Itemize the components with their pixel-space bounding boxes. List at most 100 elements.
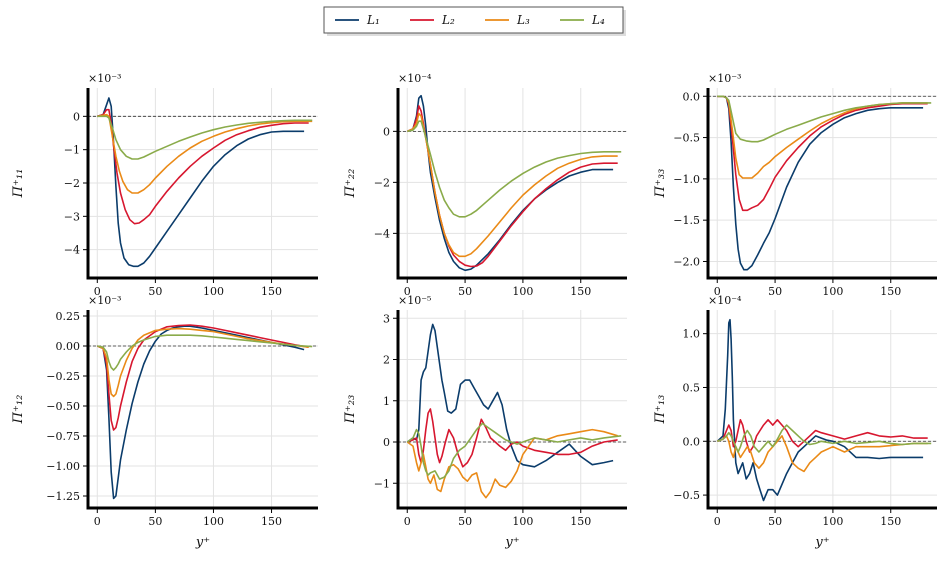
series-line-2	[96, 324, 309, 431]
x-tick-label: 50	[768, 285, 782, 298]
y-tick-label: 0.5	[683, 381, 701, 394]
y-tick-label: 0	[383, 436, 390, 449]
y-tick-label: 0	[383, 125, 390, 138]
scale-factor-label: ×10⁻³	[708, 72, 741, 85]
x-tick-label: 150	[261, 515, 282, 528]
series-line-2	[717, 419, 928, 453]
series-line-4	[406, 422, 622, 480]
y-tick-label: 0.0	[683, 90, 701, 103]
scale-factor-label: ×10⁻⁴	[708, 294, 742, 307]
y-tick-label: −0.5	[673, 132, 700, 145]
y-tick-label: −2	[374, 176, 390, 189]
series-line-1	[716, 318, 924, 502]
legend-label-4: L₄	[591, 13, 605, 27]
panel-6: 0 50 100 150 1.0 0.5 0.0 −0.5 ×10⁻⁴ Π⁺₁₃ y⁺	[653, 294, 937, 550]
series-line-1	[717, 95, 924, 271]
y-tick-label: 2	[383, 354, 390, 367]
y-axis-label: Π⁺₁₂	[11, 395, 26, 425]
panel-5: 0 50 100 150 3 2 1 0 −1 ×10⁻⁵ Π⁺₂₃ y⁺	[343, 294, 627, 550]
series-line-1	[406, 94, 614, 272]
panel-1: 0 50 100 150 0 −1 −2 −3 −4 ×10⁻³ Π⁺₁₁	[11, 72, 318, 298]
legend-label-3: L₃	[516, 13, 530, 27]
series-line-3	[406, 112, 618, 258]
panel-2: 0 50 100 150 0 −2 −4 ×10⁻⁴ Π⁺₂₂	[343, 72, 627, 298]
y-tick-label: 0.0	[683, 435, 701, 448]
x-tick-label: 150	[570, 515, 591, 528]
panel-3: 0 50 100 150 0.0 −0.5 −1.0 −1.5 −2.0 ×10⁻³ Π⁺₃₃	[653, 72, 937, 298]
y-tick-label: 1	[383, 395, 390, 408]
y-tick-label: −3	[64, 210, 80, 223]
series-line-1	[406, 323, 614, 468]
x-tick-label: 50	[148, 285, 162, 298]
x-tick-label: 100	[822, 285, 843, 298]
x-axis-label: y⁺	[504, 535, 519, 550]
series-line-2	[97, 108, 309, 225]
legend-label-2: L₂	[441, 13, 455, 27]
y-tick-label: 0.00	[56, 340, 81, 353]
series-line-3	[96, 327, 309, 398]
x-tick-label: 0	[404, 285, 411, 298]
x-tick-label: 50	[148, 515, 162, 528]
series-line-3	[97, 113, 313, 194]
x-tick-label: 0	[94, 285, 101, 298]
scale-factor-label: ×10⁻⁵	[398, 294, 431, 307]
series-line-4	[717, 95, 932, 143]
x-tick-label: 0	[714, 285, 721, 298]
y-tick-label: −0.50	[46, 400, 80, 413]
y-tick-label: −2.0	[673, 255, 700, 268]
y-axis-label: Π⁺₃₃	[653, 169, 668, 199]
series-line-4	[97, 115, 313, 160]
series-line-3	[717, 435, 928, 473]
y-tick-label: −1.00	[46, 460, 80, 473]
series-line-2	[717, 95, 928, 212]
y-tick-label: −2	[64, 177, 80, 190]
y-tick-label: −1.5	[673, 214, 700, 227]
y-tick-label: −0.75	[46, 430, 80, 443]
x-tick-label: 50	[768, 515, 782, 528]
y-tick-label: −1	[64, 144, 80, 157]
y-tick-label: −4	[64, 244, 80, 257]
series-line-2	[407, 408, 618, 468]
y-tick-label: −1.0	[673, 173, 700, 186]
x-tick-label: 100	[822, 515, 843, 528]
x-tick-label: 100	[203, 515, 224, 528]
x-tick-label: 0	[404, 515, 411, 528]
x-tick-label: 0	[714, 515, 721, 528]
y-axis-label: Π⁺₁₁	[11, 169, 26, 199]
y-tick-label: 0.25	[56, 310, 81, 323]
y-axis-label: Π⁺₂₃	[343, 395, 358, 425]
y-axis-label: Π⁺₂₂	[343, 169, 358, 199]
series-line-1	[96, 325, 305, 500]
scale-factor-label: ×10⁻⁴	[398, 72, 432, 85]
x-tick-label: 150	[880, 515, 901, 528]
panel-4: 0 50 100 150 0.25 0.00 −0.25 −0.50 −0.75 −1.00 −1.…	[11, 294, 318, 550]
x-tick-label: 100	[203, 285, 224, 298]
y-tick-label: −4	[374, 227, 390, 240]
series-line-4	[407, 120, 622, 218]
x-tick-label: 100	[512, 515, 533, 528]
x-tick-label: 100	[512, 285, 533, 298]
legend-label-1: L₁	[366, 13, 380, 27]
y-tick-label: 3	[383, 312, 390, 325]
y-tick-label: −0.5	[673, 489, 700, 502]
y-tick-label: −0.25	[46, 370, 80, 383]
y-axis-label: Π⁺₁₃	[653, 395, 668, 425]
scale-factor-label: ×10⁻³	[88, 294, 121, 307]
x-axis-label: y⁺	[195, 535, 210, 550]
y-tick-label: 1.0	[683, 328, 701, 341]
x-tick-label: 50	[458, 285, 472, 298]
series-line-4	[97, 334, 313, 371]
x-tick-label: 150	[261, 285, 282, 298]
series-line-4	[717, 424, 932, 453]
y-tick-label: 0	[73, 110, 80, 123]
x-tick-label: 150	[570, 285, 591, 298]
x-tick-label: 50	[458, 515, 472, 528]
legend: L₁ L₂ L₃ L₄	[323, 6, 626, 36]
x-tick-label: 150	[880, 285, 901, 298]
scale-factor-label: ×10⁻³	[88, 72, 121, 85]
x-axis-label: y⁺	[814, 535, 829, 550]
x-tick-label: 0	[94, 515, 101, 528]
y-tick-label: −1	[374, 477, 390, 490]
